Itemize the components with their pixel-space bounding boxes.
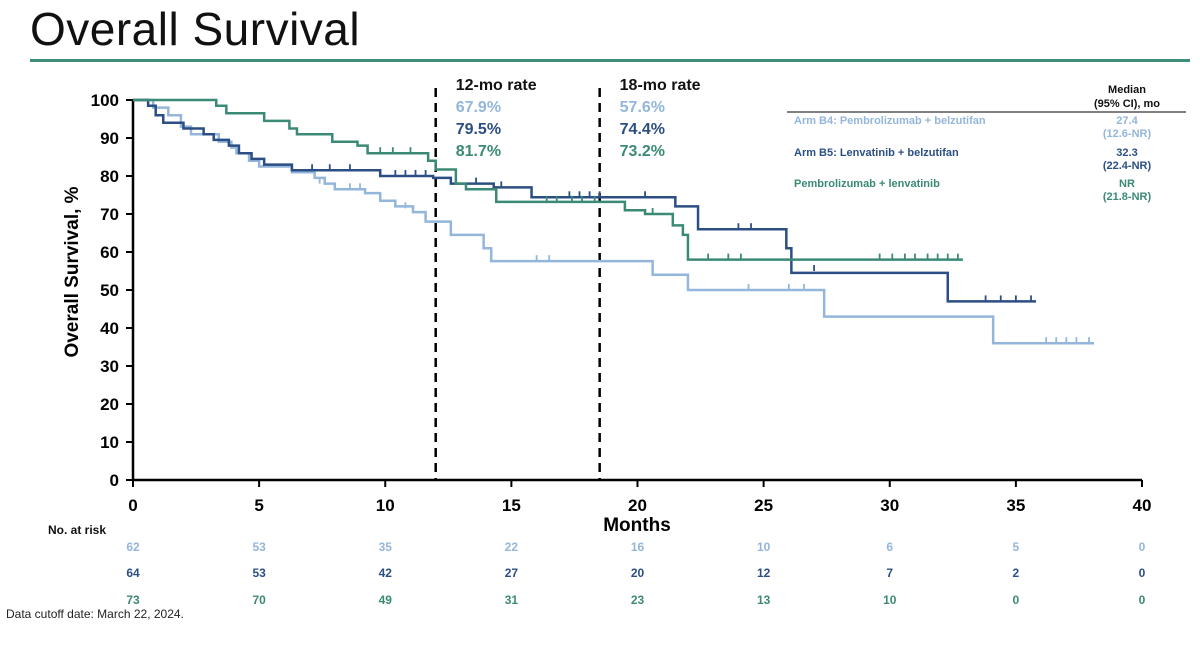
legend-name-b5: Arm B5: Lenvatinib + belzutifan <box>794 147 959 159</box>
title-divider <box>30 59 1190 62</box>
risk-count-b5: 64 <box>126 566 140 580</box>
risk-count-b4: 6 <box>886 540 893 554</box>
axes-group: 0 5 10 15 20 25 30 35 40 0 10 20 30 40 50 60 70 80 90 100 Mo… <box>62 91 1151 536</box>
rate-label-b5: 74.4% <box>620 121 665 138</box>
legend-median-pl: NR <box>1119 178 1135 190</box>
rate-label-pl: 73.2% <box>620 143 665 160</box>
y-tick-label: 100 <box>91 91 119 110</box>
x-tick-label: 40 <box>1133 496 1152 515</box>
x-tick-label: 35 <box>1006 496 1025 515</box>
survival-curve-pl <box>133 98 963 261</box>
legend-ci-b4: (12.6-NR) <box>1103 128 1152 140</box>
y-tick-label: 60 <box>100 243 119 262</box>
legend-name-pl: Pembrolizumab + lenvatinib <box>794 178 940 190</box>
x-tick-label: 5 <box>254 496 263 515</box>
rate-label-pl: 81.7% <box>456 143 501 160</box>
legend-ci-pl: (21.8-NR) <box>1103 191 1152 203</box>
survival-curve-b5 <box>133 98 1037 303</box>
x-tick-label: 25 <box>754 496 773 515</box>
risk-count-b4: 0 <box>1139 540 1146 554</box>
y-tick-label: 90 <box>100 129 119 148</box>
risk-count-pl: 23 <box>631 593 645 607</box>
reference-label: 18-mo rate <box>620 77 701 94</box>
y-tick-label: 50 <box>100 281 119 300</box>
risk-count-b4: 22 <box>505 540 519 554</box>
legend-median-b4: 27.4 <box>1116 115 1138 127</box>
x-axis-title: Months <box>603 515 671 536</box>
y-tick-label: 30 <box>100 357 119 376</box>
risk-count-pl: 0 <box>1139 593 1146 607</box>
risk-count-pl: 49 <box>379 593 393 607</box>
risk-count-b5: 7 <box>886 566 893 580</box>
x-tick-label: 20 <box>628 496 647 515</box>
rate-label-b4: 57.6% <box>620 99 665 116</box>
legend-median-b5: 32.3 <box>1116 147 1137 159</box>
legend-name-b4: Arm B4: Pembrolizumab + belzutifan <box>794 115 986 127</box>
rate-label-b5: 79.5% <box>456 121 501 138</box>
y-axis-title: Overall Survival, % <box>62 186 83 357</box>
risk-count-b5: 2 <box>1013 566 1020 580</box>
risk-count-pl: 13 <box>757 593 771 607</box>
y-tick-label: 0 <box>110 471 119 490</box>
risk-count-pl: 10 <box>883 593 897 607</box>
reference-lines-group: 12-mo rate 67.9% 79.5% 81.7% 18-mo rate 57.6%… <box>434 77 701 480</box>
x-tick-label: 10 <box>376 496 395 515</box>
legend-header-ci: (95% CI), mo <box>1094 98 1160 110</box>
legend-header-median: Median <box>1108 84 1146 96</box>
y-tick-label: 20 <box>100 395 119 414</box>
footnote: Data cutoff date: March 22, 2024. <box>6 607 184 621</box>
risk-table-label: No. at risk <box>48 523 106 537</box>
x-tick-label: 30 <box>880 496 899 515</box>
risk-count-pl: 0 <box>1013 593 1020 607</box>
risk-count-b4: 16 <box>631 540 645 554</box>
risk-count-pl: 73 <box>126 593 140 607</box>
risk-count-pl: 31 <box>505 593 519 607</box>
reference-label: 12-mo rate <box>456 77 537 94</box>
legend-group: Median (95% CI), mo Arm B4: Pembrolizumab … <box>787 84 1186 203</box>
risk-count-b4: 62 <box>126 540 140 554</box>
y-tick-label: 10 <box>100 433 119 452</box>
risk-count-b5: 12 <box>757 566 771 580</box>
risk-count-b5: 20 <box>631 566 645 580</box>
risk-count-b5: 27 <box>505 566 519 580</box>
risk-count-b4: 35 <box>379 540 393 554</box>
page-title: Overall Survival <box>30 3 361 55</box>
x-tick-label: 0 <box>128 496 137 515</box>
risk-count-b5: 0 <box>1139 566 1146 580</box>
y-tick-label: 70 <box>100 205 119 224</box>
y-tick-label: 80 <box>100 167 119 186</box>
risk-count-b5: 42 <box>379 566 393 580</box>
rate-label-b4: 67.9% <box>456 99 501 116</box>
x-tick-label: 15 <box>502 496 521 515</box>
risk-count-b5: 53 <box>252 566 266 580</box>
survival-curve-b4 <box>133 98 1095 345</box>
risk-count-b4: 53 <box>252 540 266 554</box>
risk-count-pl: 70 <box>252 593 266 607</box>
legend-ci-b5: (22.4-NR) <box>1103 160 1152 172</box>
risk-count-b4: 10 <box>757 540 771 554</box>
y-tick-label: 40 <box>100 319 119 338</box>
risk-count-b4: 5 <box>1013 540 1020 554</box>
survival-curves-group <box>133 98 1095 345</box>
